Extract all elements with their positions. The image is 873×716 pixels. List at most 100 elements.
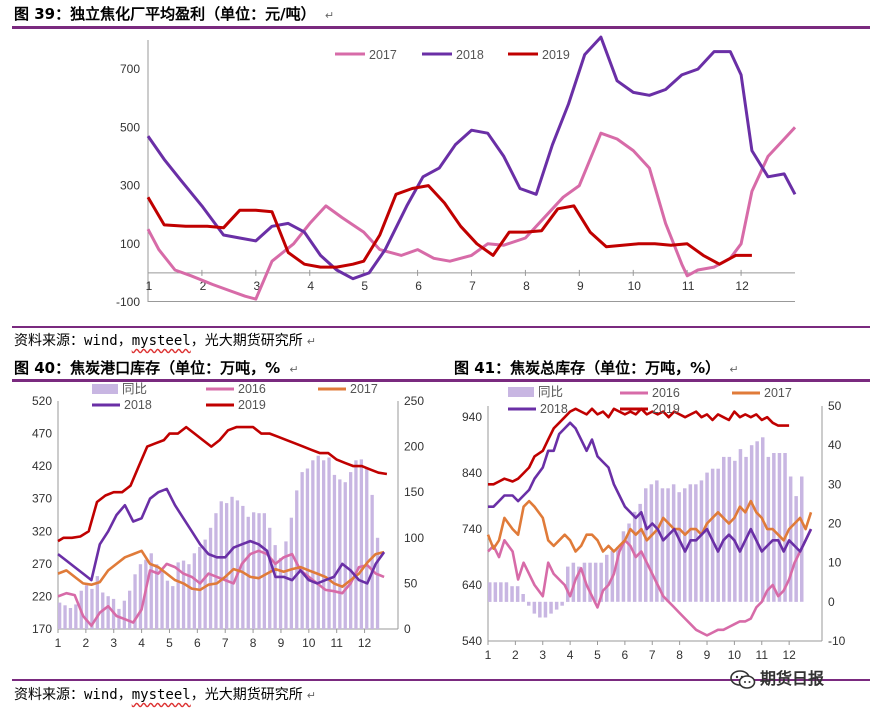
- yoy-bar: [316, 455, 320, 629]
- yoy-bar: [278, 557, 283, 629]
- y-right-tick-label: 30: [828, 477, 842, 491]
- y-right-tick-label: 50: [404, 576, 418, 590]
- fig40-title-text: 图 40：焦炭港口库存（单位：万吨，%: [14, 359, 281, 377]
- x-tick-label: 10: [628, 279, 642, 293]
- x-tick-label: 1: [485, 648, 492, 662]
- yoy-bar: [671, 484, 676, 602]
- y-right-tick-label: -10: [828, 634, 846, 648]
- y-left-tick-label: 840: [462, 466, 482, 480]
- yoy-bar: [63, 605, 67, 629]
- yoy-bar: [549, 601, 553, 614]
- yoy-bar: [246, 516, 250, 629]
- yoy-bar: [257, 513, 261, 629]
- yoy-bar: [738, 449, 743, 602]
- yoy-bar: [343, 482, 347, 629]
- series-line-2017: [146, 126, 797, 301]
- x-tick-label: 4: [138, 636, 145, 650]
- yoy-bar: [295, 490, 299, 629]
- yoy-bar: [660, 488, 665, 602]
- yoy-bar: [370, 494, 374, 629]
- yoy-bar: [133, 574, 137, 629]
- x-tick-label: 10: [728, 648, 742, 662]
- x-tick-label: 8: [250, 636, 257, 650]
- fig41-title: 图 41：焦炭总库存（单位：万吨，%） ↵: [454, 357, 739, 378]
- yoy-bar: [155, 564, 159, 629]
- yoy-bar: [716, 468, 720, 602]
- yoy-bar: [273, 545, 277, 629]
- source-mysteel: mysteel: [131, 687, 191, 703]
- yoy-bar: [521, 594, 525, 602]
- yoy-bar: [338, 479, 342, 629]
- watermark-text: 期货日报: [760, 669, 825, 688]
- x-tick-label: 11: [756, 648, 769, 662]
- yoy-bar: [599, 562, 603, 602]
- x-tick-label: 5: [166, 636, 173, 650]
- fig40-chart: 170 220 270 320 370 420 470 520 0 50 100 150 200 250 1…: [32, 382, 424, 650]
- fig40-41-bottom-rule: [12, 679, 870, 681]
- legend-label-yoy: 同比: [538, 385, 563, 399]
- legend-swatch-yoy: [508, 387, 534, 397]
- yoy-bar: [699, 480, 704, 602]
- yoy-bar: [225, 503, 229, 629]
- legend-label-2018: 2018: [540, 402, 568, 416]
- yoy-bar: [800, 476, 804, 602]
- yoy-bar: [284, 541, 288, 629]
- source-suffix: ，光大期货研究所: [190, 333, 303, 349]
- yoy-bar: [566, 566, 570, 602]
- yoy-bar: [621, 531, 626, 602]
- fig39-top-rule: [12, 26, 870, 29]
- yoy-bar: [322, 460, 326, 629]
- y-left-tick-label: 270: [32, 557, 52, 571]
- yoy-bar: [644, 488, 648, 602]
- x-tick-label: 1: [146, 279, 153, 293]
- x-tick-label: 6: [622, 648, 629, 662]
- fig40-title: 图 40：焦炭港口库存（单位：万吨，% ↵: [14, 357, 299, 378]
- y-tick-label: 300: [120, 179, 140, 193]
- yoy-bar: [365, 467, 369, 629]
- x-tick-label: 9: [704, 648, 711, 662]
- yoy-bar: [588, 562, 592, 602]
- yoy-bar: [176, 562, 180, 629]
- yoy-bar: [138, 564, 143, 629]
- yoy-bar: [783, 453, 787, 602]
- yoy-bar: [554, 601, 559, 610]
- return-mark: ↵: [306, 689, 316, 702]
- watermark: 期货日报: [730, 665, 824, 690]
- yoy-bar: [311, 460, 315, 629]
- y-left-tick-label: 420: [32, 459, 52, 473]
- y-left-tick-label: 220: [32, 589, 52, 603]
- yoy-bar: [733, 460, 737, 602]
- x-tick-label: 7: [222, 636, 229, 650]
- yoy-bar: [208, 527, 213, 629]
- return-mark: ↵: [729, 363, 739, 376]
- return-mark: ↵: [306, 335, 316, 348]
- y-right-tick-label: 0: [404, 622, 411, 636]
- source-prefix: 资料来源：wind，: [14, 687, 132, 703]
- series-line-2016: [487, 528, 813, 637]
- x-tick-label: 2: [200, 279, 207, 293]
- x-tick-label: 12: [735, 279, 749, 293]
- x-tick-label: 1: [55, 636, 62, 650]
- yoy-bar: [58, 602, 62, 629]
- yoy-bar: [605, 554, 609, 602]
- y-left-tick-label: 740: [462, 522, 482, 536]
- y-left-tick-label: 170: [32, 622, 52, 636]
- fig39-source: 资料来源：wind，mysteel，光大期货研究所 ↵: [14, 330, 316, 350]
- yoy-bar: [241, 505, 245, 629]
- yoy-bar: [84, 585, 89, 629]
- yoy-bar: [359, 459, 363, 629]
- yoy-bar: [504, 582, 509, 602]
- y-right-tick-label: 200: [404, 440, 424, 454]
- x-tick-label: 8: [676, 648, 683, 662]
- x-tick-label: 12: [782, 648, 796, 662]
- legend-label-2019: 2019: [542, 48, 570, 62]
- x-tick-label: 3: [539, 648, 546, 662]
- yoy-bar: [187, 564, 191, 629]
- x-tick-label: 9: [278, 636, 285, 650]
- series-line-2019: [57, 425, 388, 543]
- yoy-bar: [499, 582, 503, 602]
- x-tick-label: 9: [577, 279, 584, 293]
- series-line-2019: [146, 184, 752, 269]
- x-tick-label: 8: [523, 279, 530, 293]
